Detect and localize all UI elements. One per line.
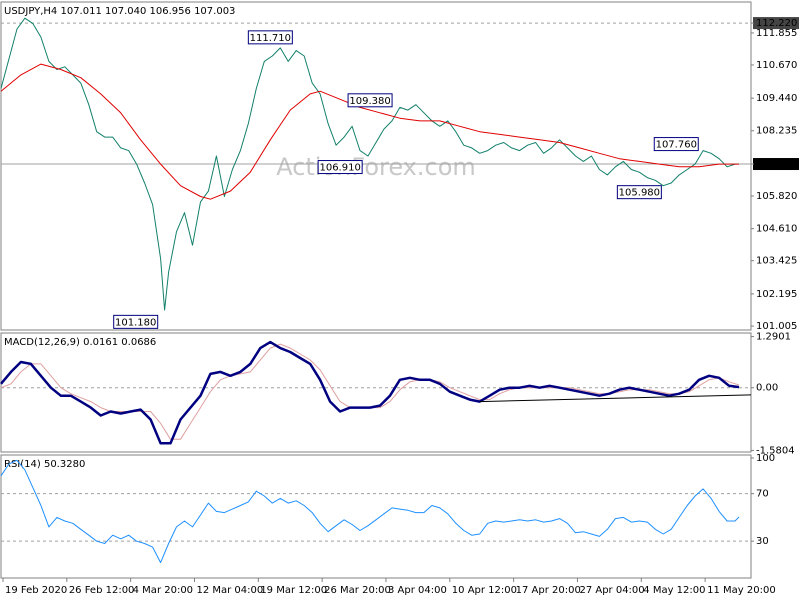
y-tick-label: 109.440 [756,93,797,104]
trend-line [479,394,752,403]
watermark: ActionForex.com [276,153,476,181]
annotation-label: 101.180 [115,317,156,328]
x-tick-label: 19 Feb 2020 [5,585,67,596]
x-tick-label: 4 Mar 20:00 [133,585,193,596]
annotation-label: 106.910 [319,163,360,174]
annotation-box [247,30,293,45]
y-tick-label: 101.005 [756,321,797,332]
series-line [0,340,740,445]
annotation-label: 109.380 [349,96,390,107]
x-tick-label: 27 Apr 04:00 [579,585,644,596]
price-box [753,158,799,171]
series-line [0,459,740,564]
y-tick-label: 70 [756,489,769,500]
y-tick-label: 0.00 [756,383,778,394]
series-line [0,63,739,200]
x-tick-label: 4 May 12:00 [643,585,705,596]
y-tick-label: 102.195 [756,289,797,300]
x-tick-label: 26 Mar 20:00 [324,585,391,596]
y-tick-label: 111.855 [756,28,797,39]
panel-title: MACD(12,26,9) 0.0161 0.0686 [4,337,156,348]
x-tick-label: 26 Feb 12:00 [69,585,135,596]
x-tick-label: 10 Apr 12:00 [452,585,517,596]
y-tick-label: 30 [756,536,769,547]
annotation-box [113,314,159,329]
annotation-label: 105.980 [619,188,660,199]
annotation-label: 111.710 [250,33,291,44]
annotation-box [347,93,393,108]
x-tick-label: 17 Apr 20:00 [516,585,581,596]
y-tick-label: 105.820 [756,191,797,202]
y-tick-label: 107.003 [756,159,797,170]
annotation-box [616,185,662,200]
panel-title: USDJPY,H4 107.011 107.040 106.956 107.00… [4,6,235,17]
y-tick-label: 1.2901 [756,332,791,343]
x-tick-label: 3 Apr 04:00 [388,585,447,596]
panel-title: RSI(14) 50.3280 [4,459,85,470]
panel [0,1,752,331]
y-tick-label: 100 [756,453,775,464]
y-tick-label: 112.220 [756,18,797,29]
panel [0,454,752,579]
annotation-box [317,160,363,175]
x-tick-label: 12 Mar 04:00 [196,585,263,596]
y-tick-label: 108.235 [756,126,797,137]
y-tick-label: 103.425 [756,256,797,267]
x-tick-label: 11 May 20:00 [707,585,776,596]
price-box [753,17,799,30]
y-tick-label: 104.610 [756,224,797,235]
y-tick-label: 110.670 [756,60,797,71]
series-line [0,17,740,311]
annotation-box [653,137,699,152]
x-tick-label: 19 Mar 12:00 [260,585,327,596]
panel [0,332,752,453]
annotation-label: 107.760 [656,140,697,151]
y-tick-label: -1.5804 [756,445,795,456]
